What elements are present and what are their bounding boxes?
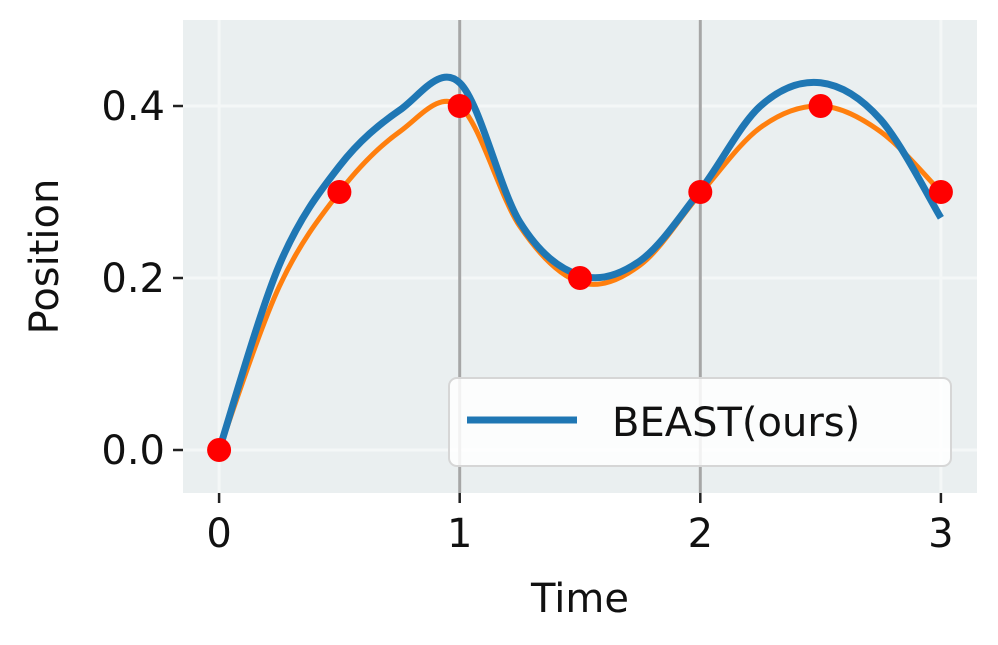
y-tick-label: 0.4 [101,84,165,130]
legend-box [448,377,952,467]
series-line-beast [215,73,944,452]
x-axis: 0 1 2 3 [206,493,954,557]
y-axis: 0.0 0.2 0.4 [101,84,183,474]
data-point [207,438,232,462]
legend-label: BEAST(ours) [612,400,860,446]
data-points [207,94,953,462]
data-point [688,180,713,204]
data-point [568,266,592,290]
x-axis-label: Time [530,576,629,622]
y-axis-label: Position [22,179,68,335]
data-point [327,180,352,204]
x-tick-label: 2 [688,511,713,557]
y-tick-label: 0.2 [101,256,165,302]
data-point [447,94,472,118]
data-point [808,94,833,118]
data-point [928,180,953,204]
y-tick-label: 0.0 [101,428,165,474]
legend: BEAST(ours) [448,377,952,467]
x-tick-label: 0 [206,511,231,557]
x-tick-label: 3 [928,511,953,557]
x-tick-label: 1 [447,511,472,557]
